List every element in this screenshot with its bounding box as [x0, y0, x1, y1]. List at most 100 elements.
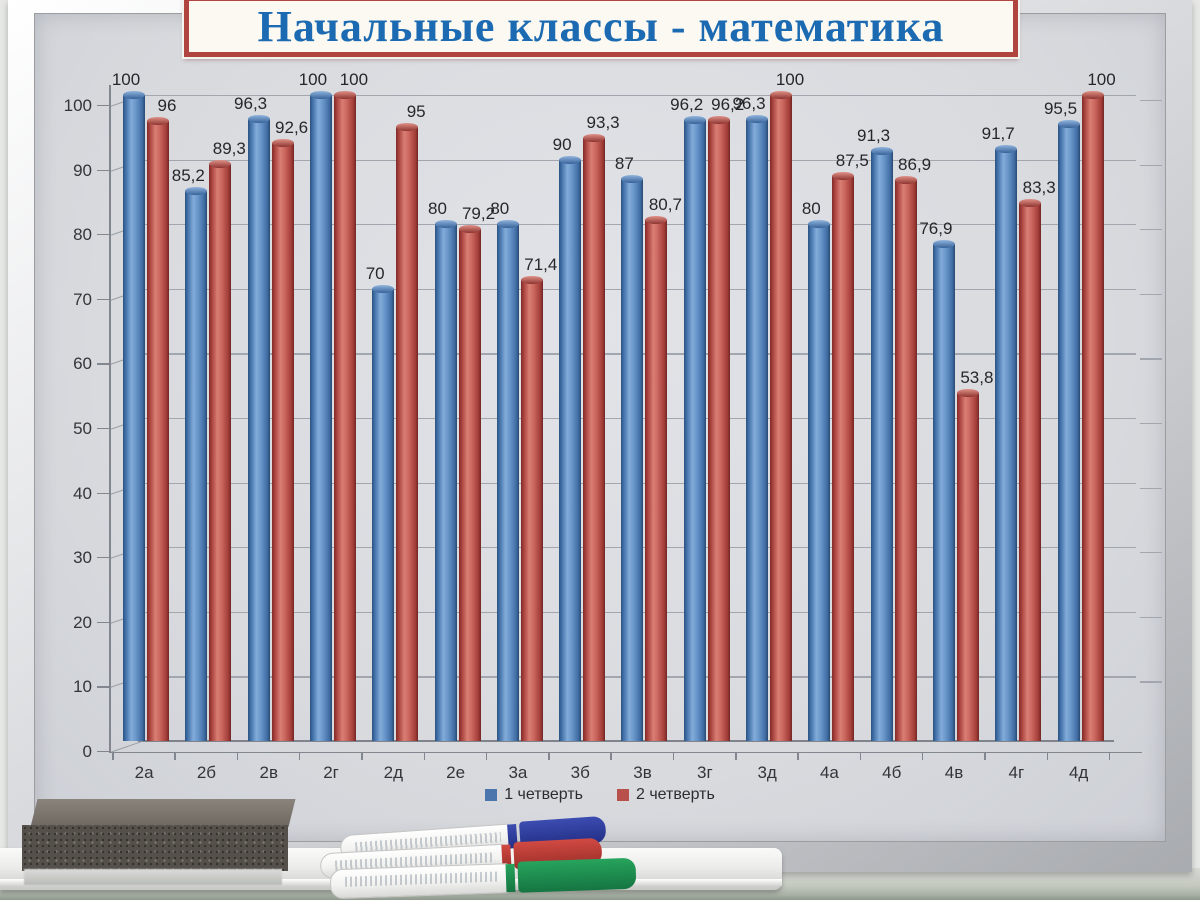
marker-print — [344, 871, 500, 887]
x-tick-label: 4б — [882, 763, 902, 782]
bar-top-cap — [1057, 120, 1080, 129]
x-tick-label: 2а — [134, 763, 154, 782]
x-tick-label: 3д — [757, 763, 777, 782]
bar-2е-2-четверть — [458, 225, 481, 741]
y-tick-label: 30 — [73, 548, 92, 568]
bar-value-label: 87,5 — [835, 150, 869, 170]
gridline-right-tick — [1140, 423, 1162, 425]
board-eraser — [22, 799, 298, 887]
eraser-top-face — [30, 799, 296, 827]
bar-4д-2-четверть — [1081, 91, 1104, 741]
gridline-right-tick — [1140, 681, 1162, 683]
y-axis-tick — [97, 298, 110, 300]
x-tick-label: 4в — [944, 763, 964, 782]
eraser-felt-base — [24, 869, 282, 885]
bar-value-label: 80,7 — [648, 194, 682, 214]
bar-2а-2-четверть — [147, 116, 169, 741]
y-tick-label: 0 — [82, 742, 92, 761]
bar-value-label: 96,2 — [711, 94, 745, 114]
chart-title: Начальные классы - математика — [257, 2, 945, 51]
x-tick-label: 3г — [697, 763, 713, 782]
bar-value-label: 70 — [365, 263, 385, 283]
x-axis-tick — [112, 753, 114, 760]
x-axis-tick — [735, 753, 737, 760]
bar-value-label: 92,6 — [275, 117, 309, 137]
bar-3д-2-четверть — [770, 91, 792, 741]
bar-2в-2-четверть — [271, 138, 294, 741]
y-tick-label: 10 — [73, 677, 92, 697]
bar-2б-2-четверть — [209, 160, 232, 741]
bar-top-cap — [870, 147, 893, 156]
marker-body — [329, 863, 511, 900]
bar-value-label: 53,8 — [960, 368, 994, 388]
bar-value-label: 95 — [406, 102, 426, 122]
bar-top-cap — [832, 171, 855, 180]
bar-value-label: 86,9 — [898, 154, 932, 174]
y-tick-label: 60 — [73, 354, 92, 374]
y-tick-label: 40 — [73, 483, 92, 503]
bar-4г-2-четверть — [1019, 198, 1042, 741]
bar-4б-2-четверть — [894, 175, 917, 741]
bar-value-label: 100 — [298, 70, 328, 89]
gridline-right-tick — [1140, 164, 1162, 166]
bar-value-label: 91,3 — [857, 126, 891, 146]
y-axis-tick — [97, 363, 110, 365]
legend-item: 1 четверть — [485, 786, 583, 804]
bar-value-label: 80 — [490, 199, 510, 219]
bar-3г-2-четверть — [707, 115, 730, 741]
gridline — [140, 95, 1136, 97]
bar-value-label: 100 — [775, 70, 805, 89]
bar-2а-1-четверть — [123, 91, 145, 741]
bar-value-label: 96,3 — [732, 93, 766, 113]
x-axis-tick — [921, 753, 924, 760]
x-axis-tick — [548, 753, 550, 760]
bar-value-label: 85,2 — [171, 165, 205, 185]
x-tick-label: 3в — [633, 763, 652, 782]
y-tick-label: 50 — [73, 419, 92, 438]
x-tick-label: 2д — [383, 763, 404, 782]
legend-swatch — [485, 789, 498, 801]
bar-value-label: 95,5 — [1043, 99, 1078, 119]
x-tick-label: 2г — [323, 763, 339, 782]
bar-top-cap — [932, 240, 955, 249]
bar-2г-2-четверть — [333, 91, 356, 741]
bar-top-cap — [185, 186, 208, 195]
bar-top-cap — [894, 175, 917, 184]
marker-ring — [505, 863, 516, 893]
bar-top-cap — [621, 174, 644, 183]
bar-value-label: 100 — [111, 70, 141, 89]
gridline-right-tick — [1140, 293, 1162, 295]
bar-top-cap — [247, 114, 270, 123]
x-axis-front-edge — [110, 752, 1142, 754]
bar-top-cap — [458, 225, 481, 234]
y-axis-tick — [97, 686, 110, 688]
eraser-front-face — [22, 825, 288, 871]
plot-area: 0 10 20 30 40 50 60 70 80 90 100 2а 2б 2в 2г 2д 2е 3а 3б 3в… — [64, 70, 1162, 782]
bar-top-cap — [309, 91, 332, 99]
y-axis-tick — [97, 105, 110, 107]
y-tick-label: 20 — [73, 612, 92, 632]
bar-value-label: 79,2 — [461, 204, 496, 224]
x-axis-tick — [984, 753, 986, 760]
bar-top-cap — [147, 116, 169, 125]
x-axis-tick — [236, 753, 239, 760]
chart-legend: 1 четверть 2 четверть — [0, 786, 1200, 804]
bar-value-label: 87 — [614, 153, 634, 173]
y-tick-label: 70 — [73, 289, 92, 309]
bar-3в-2-четверть — [645, 215, 668, 741]
marker-cap-green — [517, 857, 637, 893]
x-axis-tick — [423, 753, 425, 760]
gridline-right-tick — [1140, 358, 1162, 360]
x-tick-label: 3б — [570, 763, 590, 782]
bar-4б-1-четверть — [870, 147, 893, 741]
bar-4а-1-четверть — [808, 220, 831, 741]
x-tick-label: 4г — [1008, 763, 1025, 782]
y-axis-tick — [97, 234, 110, 236]
bar-4г-1-четверть — [995, 144, 1018, 741]
bar-top-cap — [956, 389, 979, 398]
y-axis-line — [109, 85, 111, 753]
bar-value-label: 96,3 — [234, 93, 268, 113]
bar-value-label: 100 — [339, 70, 369, 89]
bar-value-label: 96,2 — [670, 94, 704, 114]
